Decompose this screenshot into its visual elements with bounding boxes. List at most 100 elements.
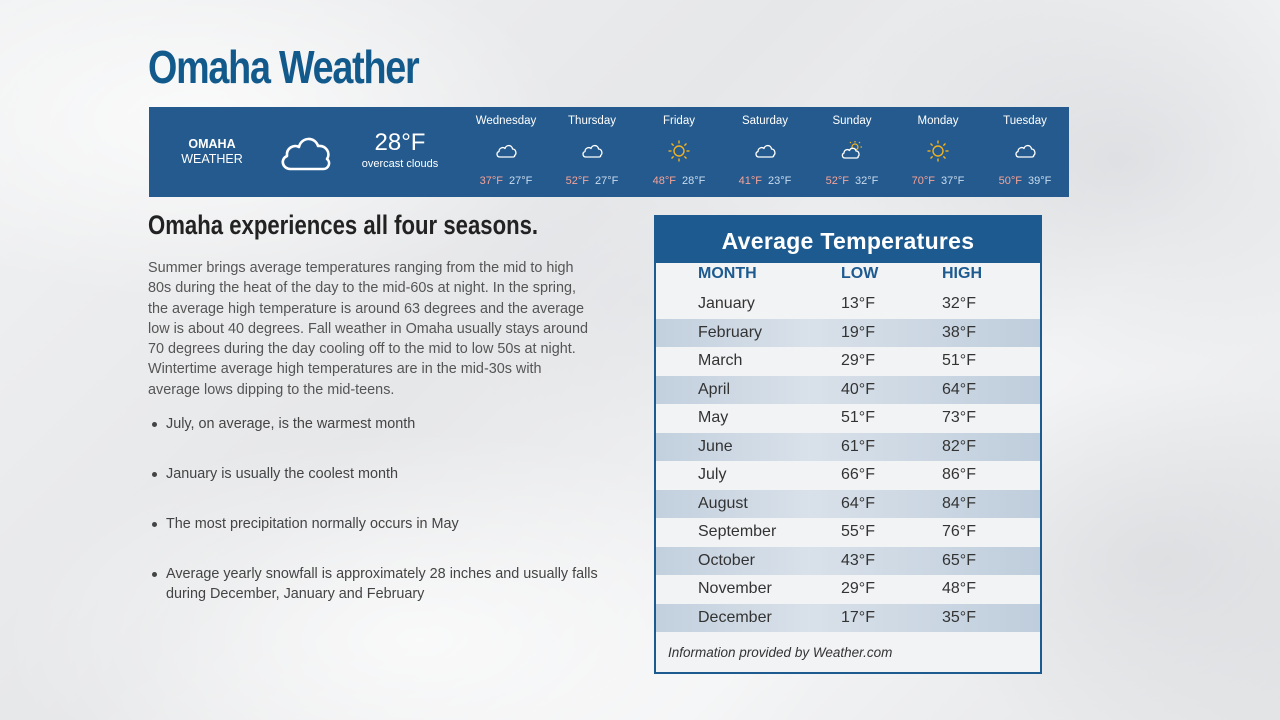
low-cell: 29°F [841, 580, 875, 597]
banner-city: OMAHA WEATHER [171, 137, 253, 167]
month-cell: July [698, 466, 727, 483]
table-row: May 51°F 73°F [656, 404, 1040, 433]
forecast-day-name: Sunday [832, 115, 872, 127]
current-conditions: 28°F overcast clouds [356, 129, 444, 171]
list-item: July, on average, is the warmest month [148, 414, 608, 434]
weather-banner: OMAHA WEATHER 28°F overcast clouds Wedne… [149, 107, 1069, 197]
forecast-day-name: Wednesday [475, 115, 537, 127]
sun-icon [668, 140, 690, 162]
bullet-dot-icon [152, 572, 157, 577]
high-cell: 38°F [942, 323, 976, 341]
average-temperatures-table: Average Temperatures MONTH LOW HIGH Janu… [654, 215, 1042, 674]
low-cell: 19°F [841, 323, 875, 341]
month-cell: November [698, 580, 772, 597]
cloud-icon [496, 144, 517, 158]
month-cell: October [698, 551, 755, 569]
table-row: July 66°F 86°F [656, 461, 1040, 490]
forecast-day-name: Friday [663, 115, 695, 127]
forecast-day-friday: Friday 48°F 28°F [636, 107, 722, 197]
forecast-day-name: Saturday [741, 115, 789, 127]
forecast-low: 27°F [595, 175, 619, 187]
forecast-low: 37°F [941, 175, 965, 187]
table-row: September 55°F 76°F [656, 518, 1040, 547]
forecast-day-thursday: Thursday 52°F 27°F [549, 107, 635, 197]
forecast-low: 27°F [509, 175, 533, 187]
month-cell: March [698, 352, 743, 369]
low-cell: 29°F [841, 352, 875, 369]
forecast-low: 39°F [1028, 175, 1052, 187]
cloud-icon [277, 129, 333, 180]
forecast-high: 48°F [652, 175, 676, 187]
forecast-low: 32°F [855, 175, 879, 187]
high-cell: 35°F [942, 608, 976, 626]
low-cell: 43°F [841, 551, 875, 569]
forecast-day-monday: Monday 70°F 37°F [895, 107, 981, 197]
table-row: August 64°F 84°F [656, 489, 1040, 518]
section-heading: Omaha experiences all four seasons. [148, 210, 539, 240]
forecast-day-name: Tuesday [1003, 115, 1047, 127]
forecast-day-wednesday: Wednesday 37°F 27°F [463, 107, 549, 197]
list-item-text: The most precipitation normally occurs i… [166, 516, 459, 532]
table-row: June 61°F 82°F [656, 432, 1040, 461]
forecast-high: 70°F [911, 175, 935, 187]
forecast-day-saturday: Saturday 41°F 23°F [722, 107, 808, 197]
low-cell: 51°F [841, 409, 875, 426]
list-item-text: July, on average, is the warmest month [166, 416, 416, 432]
high-cell: 32°F [942, 295, 976, 312]
month-cell: December [698, 608, 772, 626]
high-cell: 84°F [942, 494, 976, 512]
forecast-day-tuesday: Tuesday 50°F 39°F [982, 107, 1068, 197]
forecast-low: 28°F [682, 175, 706, 187]
high-cell: 76°F [942, 523, 976, 540]
forecast-high: 50°F [998, 175, 1022, 187]
month-cell: April [698, 380, 731, 398]
intro-paragraph: Summer brings average temperatures rangi… [148, 260, 588, 398]
month-cell: June [698, 437, 733, 455]
forecast-high: 52°F [565, 175, 589, 187]
low-cell: 40°F [841, 380, 875, 398]
forecast-day-sunday: Sunday 52°F 32°F [809, 107, 895, 197]
banner-city-sub: WEATHER [181, 152, 243, 166]
forecast-high: 37°F [479, 175, 503, 187]
list-item-text: January is usually the coolest month [166, 466, 398, 482]
column-header-month: MONTH [698, 265, 757, 282]
high-cell: 86°F [942, 466, 976, 483]
column-header-high: HIGH [942, 265, 982, 282]
forecast-low: 23°F [768, 175, 792, 187]
table-row: December 17°F 35°F [656, 603, 1040, 632]
high-cell: 48°F [942, 580, 976, 597]
banner-city-name: OMAHA [188, 137, 236, 151]
forecast-day-name: Thursday [568, 115, 616, 127]
bullet-dot-icon [152, 422, 157, 427]
low-cell: 66°F [841, 466, 875, 483]
table-row: November 29°F 48°F [656, 575, 1040, 604]
bullet-dot-icon [152, 522, 157, 527]
table-row: March 29°F 51°F [656, 347, 1040, 376]
list-item: The most precipitation normally occurs i… [148, 514, 608, 534]
current-temp: 28°F [374, 129, 426, 156]
column-header-low: LOW [841, 265, 879, 282]
forecast-high: 41°F [738, 175, 762, 187]
sun-icon [927, 140, 949, 162]
high-cell: 82°F [942, 437, 976, 455]
low-cell: 64°F [841, 494, 875, 512]
cloud-icon [755, 144, 776, 158]
list-item: Average yearly snowfall is approximately… [148, 564, 598, 604]
month-cell: May [698, 409, 729, 426]
high-cell: 65°F [942, 551, 976, 569]
source-credit: Information provided by Weather.com [668, 645, 893, 660]
high-cell: 73°F [942, 409, 976, 426]
low-cell: 55°F [841, 523, 875, 540]
list-item: January is usually the coolest month [148, 464, 608, 484]
partly-sunny-icon [841, 141, 862, 159]
high-cell: 64°F [942, 380, 976, 398]
low-cell: 17°F [841, 608, 875, 626]
table-row: April 40°F 64°F [656, 375, 1040, 404]
table-row: January 13°F 32°F [656, 290, 1040, 319]
page-title: Omaha Weather [148, 41, 420, 93]
low-cell: 13°F [841, 295, 875, 312]
current-desc: overcast clouds [361, 158, 439, 170]
forecast-day-name: Monday [917, 115, 959, 127]
forecast-high: 52°F [825, 175, 849, 187]
month-cell: January [698, 295, 755, 312]
